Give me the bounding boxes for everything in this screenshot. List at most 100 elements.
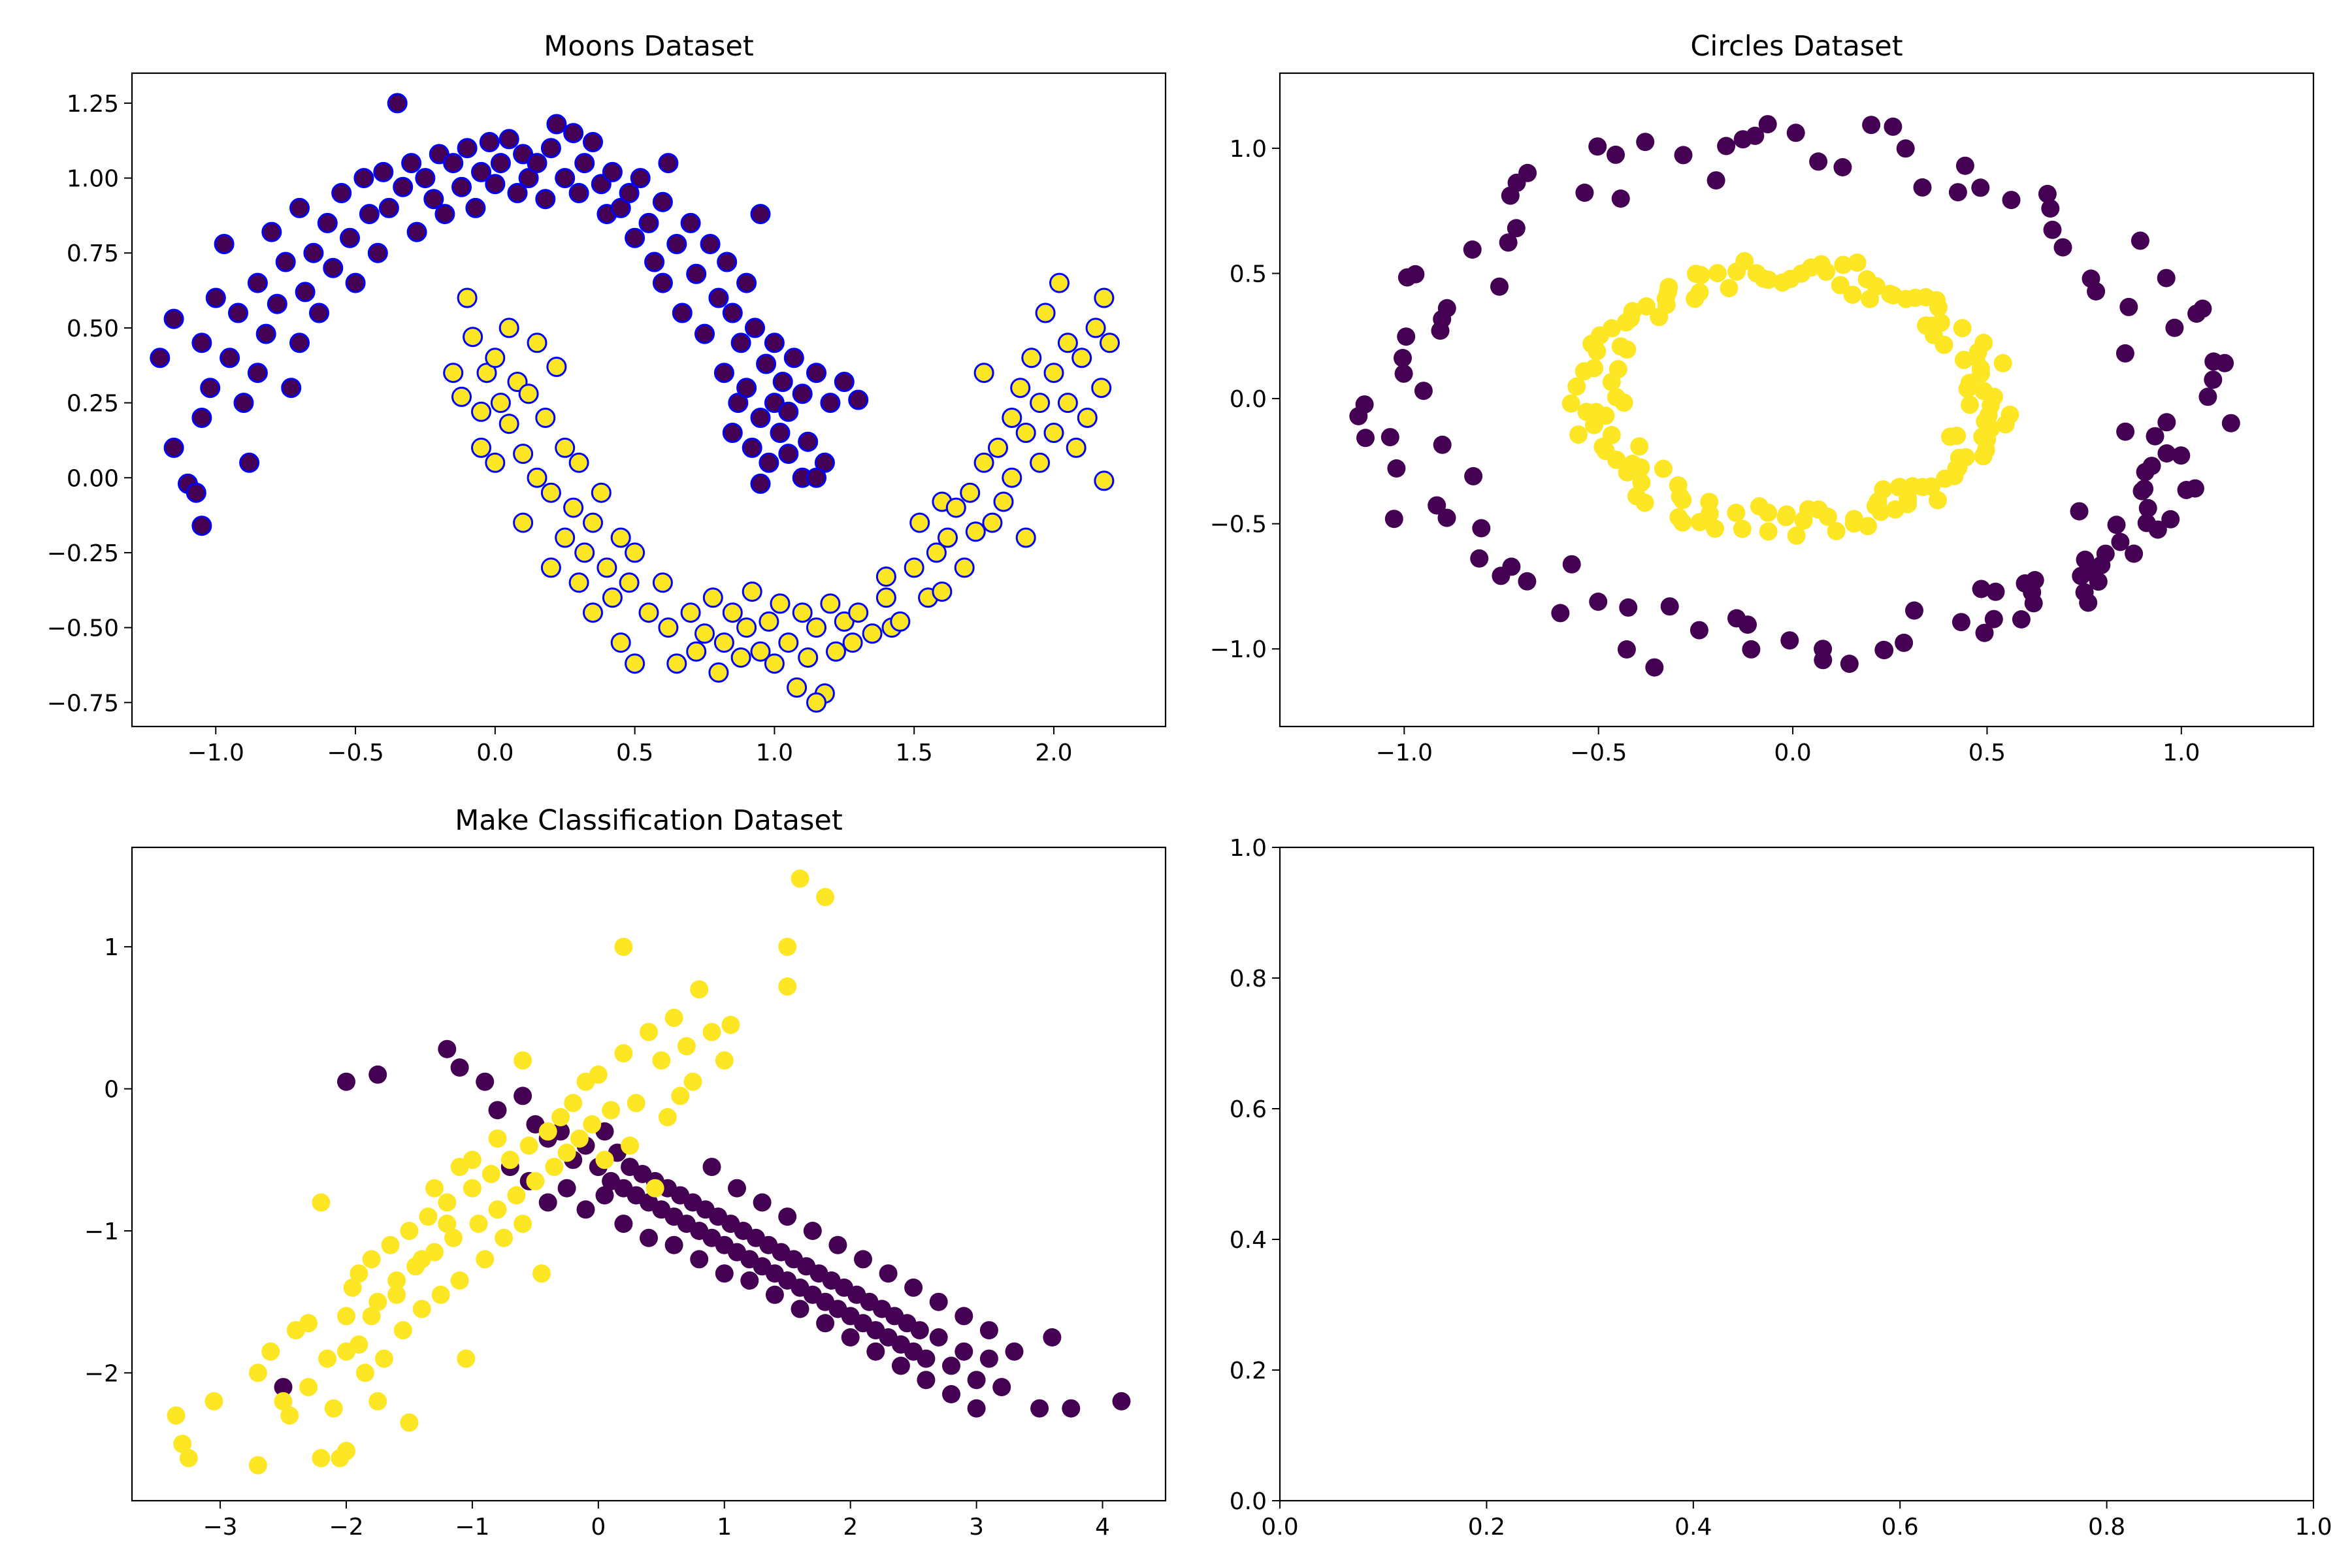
circles-point (1686, 265, 1705, 284)
circles-point (1780, 631, 1799, 650)
classification-point (640, 1228, 658, 1247)
moons-point (680, 212, 701, 233)
circles-point (1754, 269, 1773, 288)
classification-point (1062, 1399, 1081, 1418)
circles-point (1975, 623, 1994, 642)
classification-point (431, 1285, 450, 1304)
moons-point (717, 252, 738, 272)
moons-point (513, 512, 534, 533)
moons-point (540, 138, 561, 159)
classification-point (438, 1193, 457, 1212)
moons-point (1015, 423, 1036, 443)
classification-point (368, 1292, 387, 1311)
classification-point (879, 1264, 898, 1283)
moons-point (498, 129, 519, 150)
classification-xtick-label: −1 (455, 1514, 489, 1541)
moons-point (700, 234, 721, 254)
circles-point (1690, 621, 1708, 640)
circles-point (1862, 116, 1881, 135)
circles-point (1831, 276, 1850, 295)
classification-point (495, 1228, 514, 1247)
circles-point (1895, 633, 1914, 652)
classification-point (450, 1058, 469, 1077)
circles-point (1630, 437, 1649, 456)
moons-point (806, 617, 826, 638)
classification-point (841, 1328, 860, 1347)
moons-point (479, 132, 500, 152)
moons-point (1094, 287, 1115, 308)
circles-point (1394, 349, 1412, 367)
classification-point (362, 1307, 381, 1326)
moons-point (568, 572, 589, 593)
moons-point (255, 323, 276, 344)
circles-frame (1279, 72, 2315, 728)
circles-point (1674, 146, 1693, 165)
moons-point (1049, 272, 1070, 293)
circles-point (1717, 137, 1736, 155)
moons-point (770, 593, 791, 614)
classification-point (331, 1448, 350, 1467)
classification-point (514, 1086, 532, 1105)
circles-point (1611, 189, 1630, 208)
circles-point (1617, 640, 1636, 659)
circles-point (2157, 269, 2176, 287)
classification-point (778, 1207, 797, 1226)
classification-point (816, 1314, 835, 1333)
classification-point (614, 1215, 633, 1233)
classification-point (381, 1235, 400, 1254)
classification-point (576, 1200, 595, 1219)
circles-point (2125, 544, 2144, 563)
classification-point (248, 1456, 267, 1475)
moons-xtick-label: 1.5 (896, 740, 933, 766)
empty-xtick-label: 0.2 (1468, 1514, 1505, 1541)
circles-point (2079, 593, 2098, 612)
empty-ytick-label: 0.8 (1230, 966, 1267, 992)
classification-point (664, 1235, 683, 1254)
circles-point (1739, 615, 1757, 634)
moons-point (1030, 393, 1051, 414)
circles-point (1472, 519, 1491, 538)
moons-point (652, 572, 673, 593)
circles-point (1961, 395, 1979, 414)
classification-point (917, 1349, 936, 1368)
moons-point (625, 653, 645, 674)
circles-point (1706, 519, 1724, 538)
classification-point (816, 888, 835, 907)
circles-point (2070, 502, 2089, 521)
moons-point (289, 333, 310, 353)
classification-point (355, 1364, 374, 1382)
moons-point (457, 287, 478, 308)
classification-point (514, 1051, 532, 1070)
circles-xtick-label: 0.5 (1968, 740, 2006, 766)
circles-axes: Circles Dataset −1.0 −0.5 0.0 0.5 1.0 −1.0 −0.… (1210, 30, 2315, 766)
moons-point (722, 302, 743, 323)
classification-point (337, 1307, 355, 1326)
moons-point (434, 204, 455, 225)
moons-point (261, 221, 282, 242)
moons-point (463, 327, 483, 348)
classification-point (640, 1022, 658, 1041)
classification-title: Make Classification Dataset (455, 804, 843, 837)
moons-point (680, 602, 701, 623)
circles-point (1636, 133, 1655, 152)
classification-point (652, 1051, 671, 1070)
moons-point (909, 512, 930, 533)
circles-point (1673, 513, 1692, 532)
circles-point (1742, 640, 1761, 659)
circles-point (1645, 658, 1664, 677)
moons-xtick-label: −0.5 (327, 740, 384, 766)
empty-ytick-label: 0.6 (1230, 1096, 1267, 1123)
circles-point (1431, 321, 1450, 340)
moons-point (722, 423, 743, 443)
moons-point (451, 176, 472, 197)
circles-point (1773, 273, 1792, 292)
classification-point (312, 1193, 331, 1212)
circles-point (1394, 364, 1413, 383)
classification-point (350, 1264, 368, 1283)
classification-point (425, 1179, 444, 1198)
circles-point (1972, 580, 1991, 598)
circles-point (2087, 282, 2106, 301)
classification-point (570, 1129, 589, 1148)
moons-point (750, 204, 771, 225)
moons-point (471, 161, 491, 182)
